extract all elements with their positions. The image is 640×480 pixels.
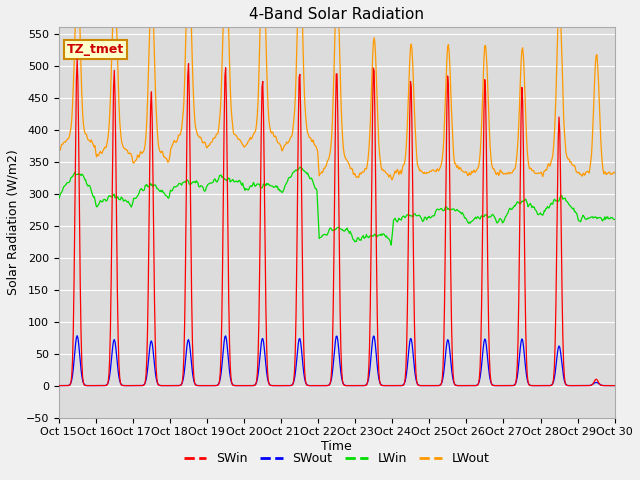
Text: TZ_tmet: TZ_tmet [67,43,124,56]
Legend: SWin, SWout, LWin, LWout: SWin, SWout, LWin, LWout [179,447,495,470]
X-axis label: Time: Time [321,440,352,453]
Title: 4-Band Solar Radiation: 4-Band Solar Radiation [249,7,424,22]
Y-axis label: Solar Radiation (W/m2): Solar Radiation (W/m2) [7,150,20,295]
